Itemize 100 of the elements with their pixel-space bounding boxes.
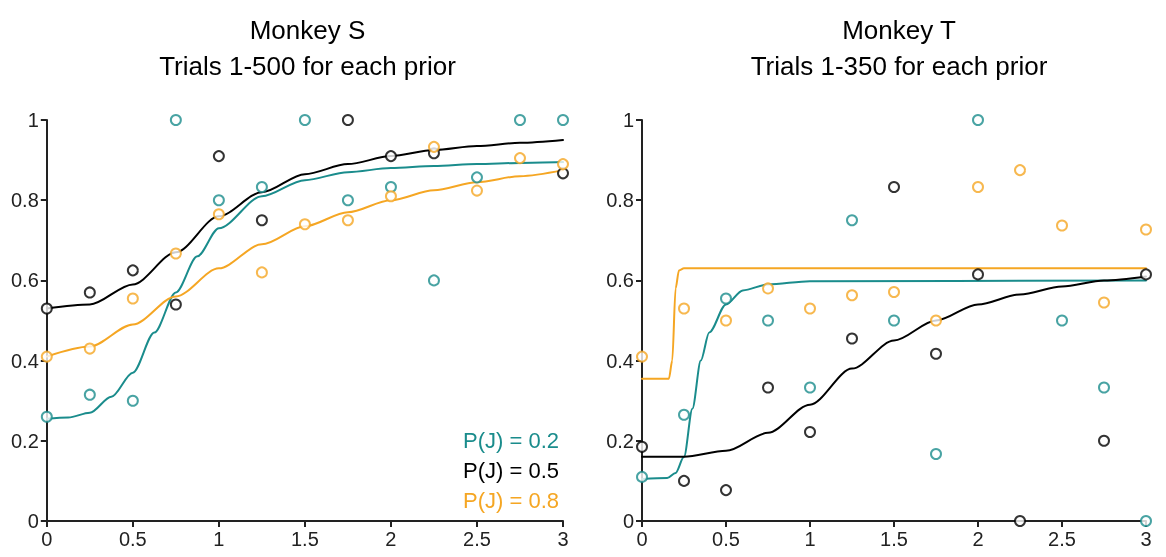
point	[972, 180, 984, 193]
point	[762, 381, 774, 394]
point	[255, 180, 268, 193]
point	[298, 218, 311, 231]
point	[212, 194, 225, 207]
y-tick-label: 0.2	[606, 429, 634, 452]
point	[40, 350, 53, 363]
chart-title: Monkey S	[249, 15, 366, 45]
point	[470, 184, 483, 197]
point	[470, 171, 483, 184]
y-tick-label: 0	[27, 510, 39, 532]
point	[1056, 219, 1068, 232]
point	[341, 194, 354, 207]
point	[427, 274, 440, 287]
chart-subtitle: Trials 1-350 for each prior	[750, 51, 1048, 81]
point	[126, 292, 139, 305]
point	[298, 114, 311, 126]
point	[1098, 296, 1110, 309]
point	[427, 140, 440, 153]
y-tick-label: 0	[622, 510, 634, 532]
text: P(J) = 0.8	[463, 487, 559, 513]
x-tick-label: 1.5	[880, 528, 908, 550]
point	[384, 150, 397, 163]
y-tick-label: 1	[27, 109, 39, 131]
point	[341, 214, 354, 227]
point	[678, 408, 690, 421]
x-tick-label: 2	[385, 528, 397, 550]
point	[636, 470, 648, 483]
point	[40, 410, 53, 423]
point	[888, 314, 900, 327]
y-tick-label: 1	[622, 109, 634, 131]
point	[557, 158, 569, 171]
point	[126, 394, 139, 407]
y-tick-label: 0.2	[10, 429, 39, 452]
chart-title: Monkey T	[842, 15, 956, 45]
point	[341, 114, 354, 126]
text: P(J) = 0.2	[463, 427, 559, 453]
point	[169, 247, 182, 260]
point	[1014, 164, 1026, 177]
point	[255, 214, 268, 227]
point	[888, 180, 900, 193]
point	[513, 152, 526, 165]
point	[846, 214, 858, 227]
x-tick-label: 2.5	[463, 528, 491, 550]
chart-subtitle: Trials 1-500 for each prior	[159, 51, 457, 81]
point	[888, 286, 900, 299]
point	[384, 190, 397, 203]
y-tick-label: 0.8	[606, 189, 634, 212]
point	[83, 286, 96, 299]
x-tick-label: 2	[972, 528, 984, 550]
point	[40, 302, 53, 315]
x-tick-label: 0	[41, 528, 53, 550]
point	[930, 347, 942, 360]
point	[557, 114, 569, 126]
point	[126, 264, 139, 277]
point	[1140, 223, 1152, 236]
x-tick-label: 1	[213, 528, 225, 550]
point	[804, 425, 816, 438]
point	[678, 302, 690, 315]
x-tick-label: 1	[804, 528, 816, 550]
point	[83, 388, 96, 401]
point	[1014, 515, 1026, 527]
point	[636, 440, 648, 453]
point	[83, 342, 96, 355]
point	[636, 350, 648, 363]
point	[846, 289, 858, 302]
y-tick-label: 0.8	[10, 189, 39, 212]
point	[804, 302, 816, 315]
point	[972, 114, 984, 126]
point	[720, 484, 732, 497]
point	[513, 114, 526, 126]
point	[678, 474, 690, 487]
point	[1098, 434, 1110, 447]
y-tick-label: 0.6	[606, 269, 634, 292]
x-tick-label: 0.5	[118, 528, 147, 550]
point	[720, 314, 732, 327]
point	[169, 298, 182, 311]
y-tick-label: 0.6	[10, 269, 39, 292]
x-tick-label: 0	[636, 528, 648, 550]
y-tick-label: 0.4	[10, 349, 39, 372]
point	[762, 314, 774, 327]
x-tick-label: 3	[1140, 528, 1152, 550]
point	[762, 282, 774, 295]
point	[169, 114, 182, 126]
point	[212, 150, 225, 163]
point	[1140, 268, 1152, 281]
point	[1098, 381, 1110, 394]
point	[255, 266, 268, 279]
x-tick-label: 0.5	[712, 528, 740, 550]
text: P(J) = 0.5	[463, 457, 559, 483]
x-tick-label: 2.5	[1048, 528, 1076, 550]
point	[930, 448, 942, 461]
point	[930, 314, 942, 327]
x-tick-label: 3	[557, 528, 569, 550]
point	[212, 208, 225, 221]
x-tick-label: 1.5	[291, 528, 319, 550]
y-tick-label: 0.4	[606, 349, 634, 372]
point	[1056, 314, 1068, 327]
point	[720, 292, 732, 305]
point	[846, 332, 858, 345]
